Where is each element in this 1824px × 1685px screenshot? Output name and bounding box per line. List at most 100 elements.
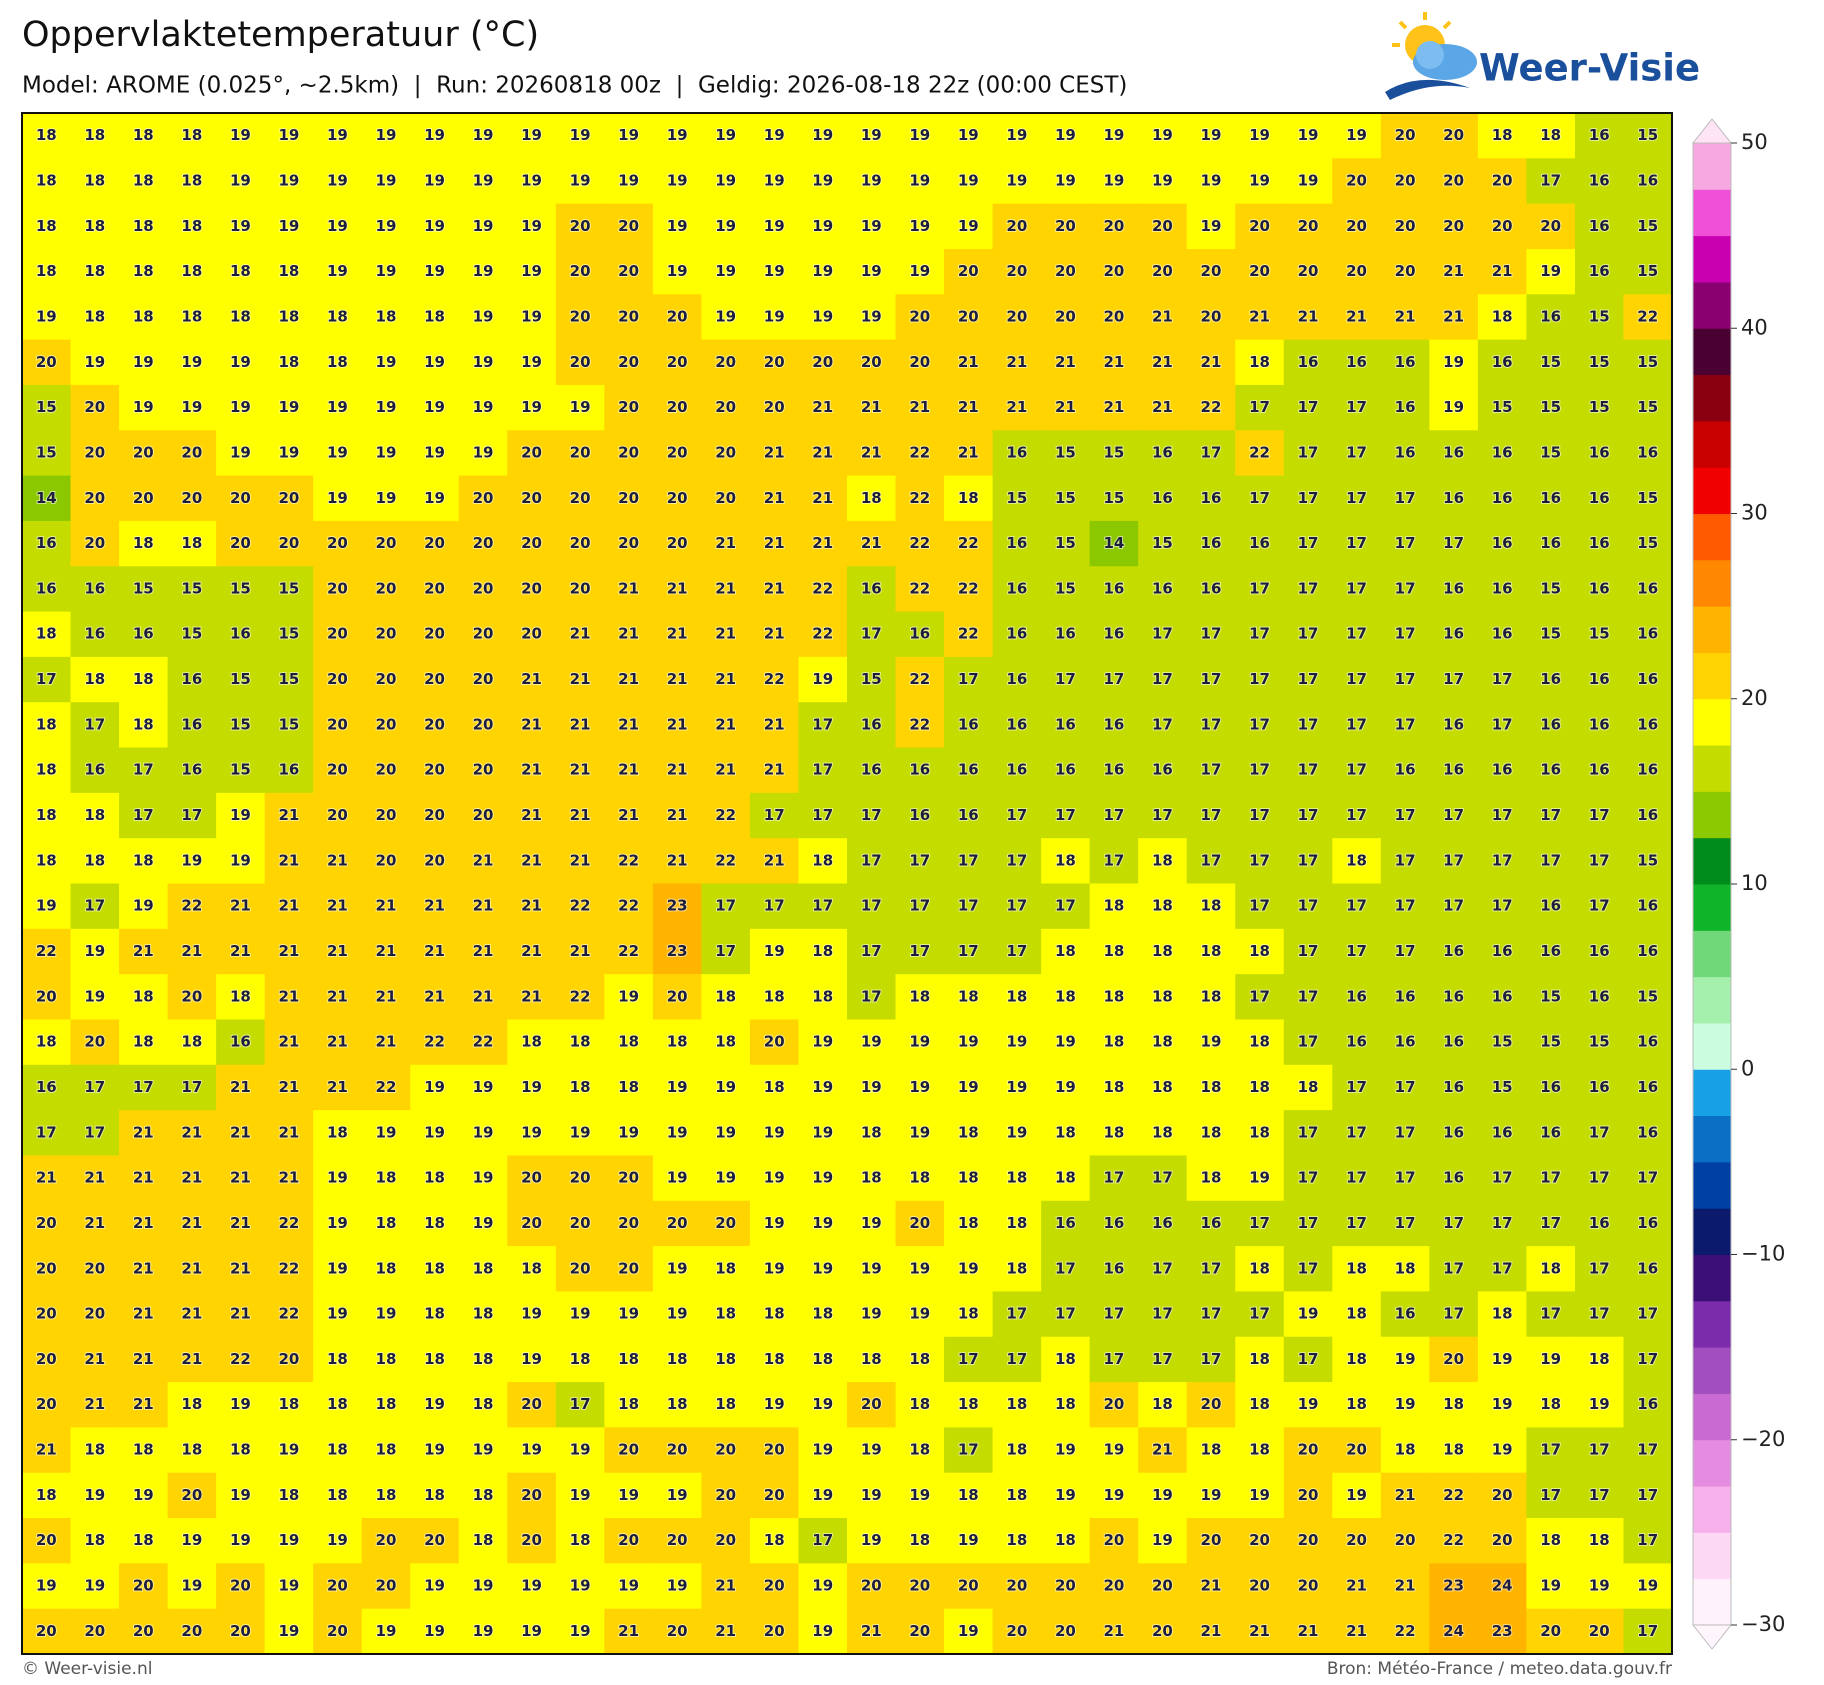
temp-label: 20: [36, 1531, 57, 1549]
temp-cell: [555, 248, 605, 295]
temp-cell: [410, 747, 460, 794]
temp-label: 19: [376, 1123, 397, 1141]
temp-label: 20: [1103, 1395, 1124, 1413]
temp-label: 19: [570, 126, 591, 144]
temp-label: 17: [1298, 1214, 1319, 1232]
temp-cell: [410, 1291, 460, 1338]
temp-label: 16: [1395, 443, 1416, 461]
temp-cell: [410, 520, 460, 567]
temp-cell: [1526, 838, 1576, 885]
temp-label: 20: [1443, 217, 1464, 235]
temp-label: 19: [1395, 1350, 1416, 1368]
temp-cell: [1332, 1563, 1382, 1610]
temp-cell: [749, 974, 800, 1021]
temp-label: 21: [570, 851, 591, 869]
temp-cell: [264, 1427, 314, 1474]
temp-cell: [555, 203, 605, 250]
temp-label: 16: [1492, 579, 1513, 597]
temp-label: 20: [36, 1350, 57, 1368]
temp-cell: [944, 475, 994, 522]
temp-cell: [604, 1336, 654, 1383]
temp-cell: [313, 384, 363, 431]
temp-cell: [1186, 384, 1236, 431]
temp-label: 17: [812, 715, 833, 733]
temp-label: 19: [812, 1486, 833, 1504]
temp-cell: [1526, 339, 1576, 386]
temp-cell: [1138, 248, 1188, 295]
temp-label: 19: [715, 307, 736, 325]
temp-cell: [1623, 520, 1673, 567]
temp-label: 21: [1298, 307, 1319, 325]
temp-label: 22: [618, 897, 639, 915]
temp-label: 20: [181, 987, 202, 1005]
temp-label: 20: [1103, 1577, 1124, 1595]
temp-label: 22: [958, 579, 979, 597]
temp-cell: [992, 430, 1042, 477]
temp-label: 19: [667, 1577, 688, 1595]
temp-label: 20: [618, 1259, 639, 1277]
temp-cell: [652, 928, 703, 975]
temp-label: 16: [909, 625, 930, 643]
temp-label: 18: [230, 262, 251, 280]
temp-label: 20: [1152, 217, 1173, 235]
temp-label: 16: [861, 761, 882, 779]
temp-cell: [1623, 566, 1673, 613]
temp-label: 18: [1249, 1259, 1270, 1277]
temp-cell: [313, 1110, 363, 1157]
temp-cell: [1477, 294, 1528, 341]
temp-label: 19: [376, 217, 397, 235]
temp-label: 19: [230, 1395, 251, 1413]
temp-label: 15: [1589, 1033, 1610, 1051]
temp-cell: [1574, 1472, 1625, 1519]
temp-label: 18: [1249, 1350, 1270, 1368]
temp-cell: [1477, 1472, 1528, 1519]
temp-label: 17: [1395, 897, 1416, 915]
temp-label: 19: [181, 398, 202, 416]
temp-cell: [70, 113, 120, 159]
temp-cell: [701, 158, 751, 205]
temp-label: 20: [570, 353, 591, 371]
temp-label: 20: [861, 1395, 882, 1413]
temp-label: 20: [521, 534, 542, 552]
temp-cell: [458, 883, 508, 930]
temp-label: 19: [278, 1441, 299, 1459]
temp-cell: [847, 747, 897, 794]
temp-label: 19: [909, 1123, 930, 1141]
temp-label: 18: [1103, 987, 1124, 1005]
temp-label: 20: [230, 534, 251, 552]
temp-label: 17: [1395, 579, 1416, 597]
temp-label: 16: [1540, 670, 1561, 688]
temp-cell: [895, 1246, 945, 1293]
temp-cell: [1041, 1427, 1091, 1474]
temp-cell: [458, 1019, 508, 1066]
temp-label: 19: [376, 262, 397, 280]
temp-cell: [1380, 1019, 1430, 1066]
temp-cell: [652, 1110, 703, 1157]
temp-cell: [70, 203, 120, 250]
temp-label: 18: [1201, 1441, 1222, 1459]
temp-cell: [895, 747, 945, 794]
temp-cell: [264, 792, 314, 839]
temp-label: 17: [1395, 625, 1416, 643]
temp-cell: [264, 1064, 314, 1111]
temp-cell: [410, 883, 460, 930]
temp-cell: [1332, 747, 1382, 794]
temp-cell: [652, 838, 703, 885]
temp-label: 20: [36, 1622, 57, 1640]
temp-cell: [895, 566, 945, 613]
temp-label: 18: [1346, 1305, 1367, 1323]
temp-cell: [119, 1518, 169, 1564]
temp-label: 17: [1346, 489, 1367, 507]
temp-label: 20: [376, 761, 397, 779]
temp-label: 21: [764, 761, 785, 779]
temp-label: 16: [1443, 489, 1464, 507]
temp-label: 20: [376, 851, 397, 869]
temp-label: 16: [1443, 761, 1464, 779]
temp-label: 17: [1201, 806, 1222, 824]
colorbar-band: [1693, 930, 1731, 978]
temp-label: 16: [1152, 761, 1173, 779]
temp-cell: [1089, 1472, 1139, 1519]
temp-cell: [410, 1608, 460, 1655]
temp-cell: [1138, 974, 1188, 1021]
